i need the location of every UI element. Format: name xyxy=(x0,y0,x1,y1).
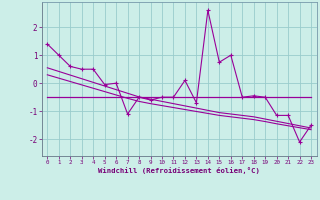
X-axis label: Windchill (Refroidissement éolien,°C): Windchill (Refroidissement éolien,°C) xyxy=(98,167,260,174)
